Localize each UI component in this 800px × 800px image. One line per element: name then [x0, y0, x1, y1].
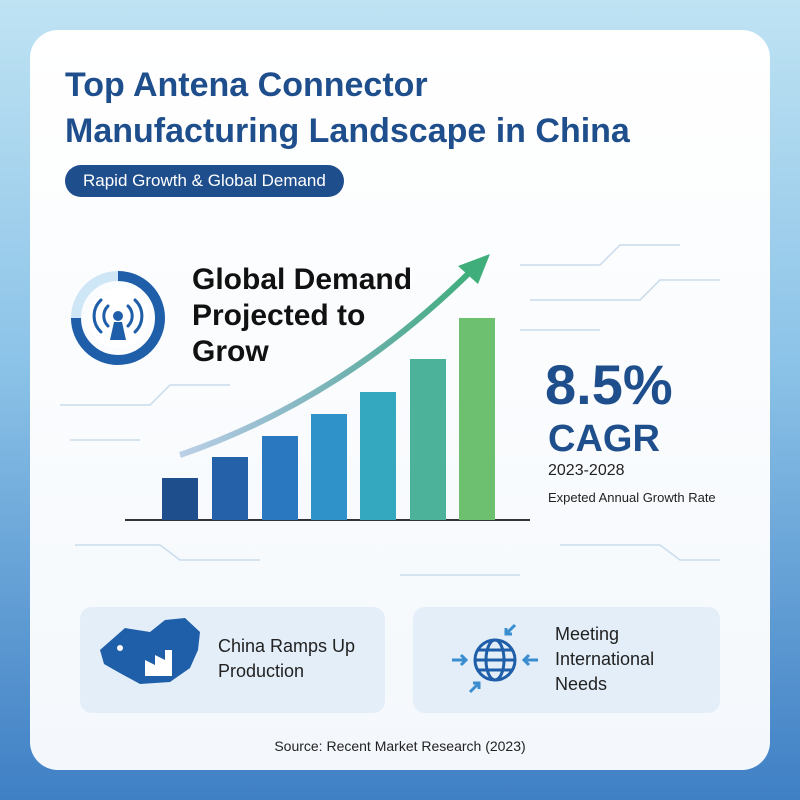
circuit-lines	[60, 244, 720, 576]
antenna-icon	[71, 271, 165, 365]
bar	[311, 414, 347, 520]
title-line: Top Antena Connector	[65, 66, 428, 104]
badge: Rapid Growth & Global Demand	[65, 165, 344, 197]
card-text: China Ramps Up Production	[218, 634, 355, 684]
card-line: International	[555, 649, 655, 669]
stat-label: CAGR	[548, 418, 660, 460]
china-icon	[100, 618, 200, 684]
trend-arrow	[179, 269, 473, 458]
card-line: Meeting	[555, 624, 620, 644]
period: 2023-2028	[548, 462, 625, 479]
source: Source: Recent Market Research (2023)	[274, 738, 526, 754]
bars	[162, 318, 495, 520]
heading: Global Demand Projected to Grow	[192, 262, 412, 370]
card-line: Needs	[555, 674, 608, 694]
bar	[459, 318, 495, 520]
bar	[410, 359, 446, 520]
bar	[262, 436, 298, 520]
card-line: Production	[218, 661, 305, 681]
note: Expeted Annual Growth Rate	[548, 490, 716, 505]
bar	[212, 457, 248, 520]
heading-line: Projected to	[192, 299, 366, 332]
title: Top Antena Connector Manufacturing Lands…	[65, 62, 630, 154]
title-line: Manufacturing Landscape in China	[65, 112, 630, 150]
globe-icon	[452, 623, 538, 694]
arrow-head	[458, 254, 490, 284]
heading-line: Grow	[192, 335, 269, 368]
card-bg	[413, 607, 720, 713]
heading-line: Global Demand	[192, 263, 413, 296]
bar	[162, 478, 198, 520]
stat: 8.5%	[545, 353, 673, 416]
bar	[360, 392, 396, 520]
card-line: China Ramps Up	[218, 636, 356, 656]
card-text: Meeting International Needs	[555, 622, 654, 697]
